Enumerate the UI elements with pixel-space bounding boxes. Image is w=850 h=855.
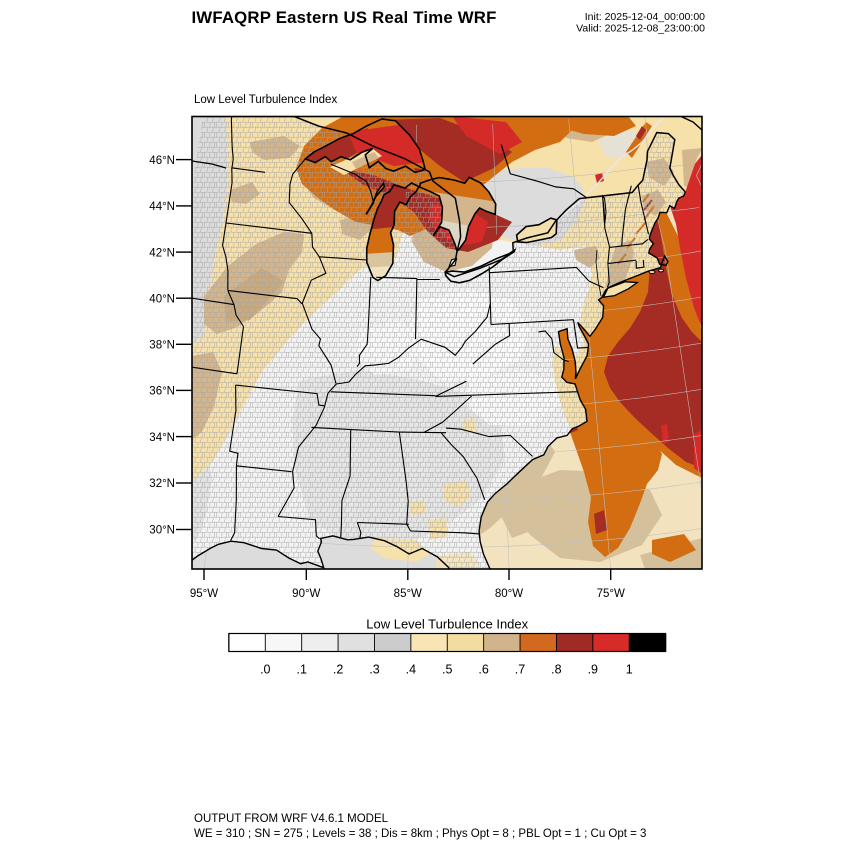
svg-text:80°W: 80°W: [495, 588, 523, 600]
svg-text:75°W: 75°W: [597, 588, 625, 600]
svg-text:32°N: 32°N: [149, 478, 175, 490]
svg-text:.5: .5: [442, 663, 452, 677]
svg-text:OUTPUT FROM WRF V4.6.1 MODEL: OUTPUT FROM WRF V4.6.1 MODEL: [194, 813, 389, 825]
svg-text:34°N: 34°N: [149, 432, 175, 444]
svg-text:.4: .4: [406, 663, 416, 677]
svg-text:Valid: 2025-12-08_23:00:00: Valid: 2025-12-08_23:00:00: [576, 23, 705, 35]
svg-text:.0: .0: [260, 663, 270, 677]
svg-text:46°N: 46°N: [149, 155, 175, 167]
svg-text:90°W: 90°W: [292, 588, 320, 600]
svg-text:30°N: 30°N: [149, 525, 175, 537]
svg-text:95°W: 95°W: [190, 588, 218, 600]
svg-text:.8: .8: [551, 663, 561, 677]
svg-text:44°N: 44°N: [149, 201, 175, 213]
svg-text:WE = 310 ; SN = 275 ; Levels =: WE = 310 ; SN = 275 ; Levels = 38 ; Dis …: [194, 828, 646, 840]
svg-text:Init: 2025-12-04_00:00:00: Init: 2025-12-04_00:00:00: [585, 11, 705, 23]
svg-text:.7: .7: [515, 663, 525, 677]
svg-text:.9: .9: [588, 663, 598, 677]
svg-text:.2: .2: [333, 663, 343, 677]
svg-text:40°N: 40°N: [149, 293, 175, 305]
svg-text:85°W: 85°W: [394, 588, 422, 600]
svg-text:Low Level Turbulence Index: Low Level Turbulence Index: [194, 94, 337, 106]
svg-text:IWFAQRP Eastern US Real Time W: IWFAQRP Eastern US Real Time WRF: [191, 8, 496, 27]
svg-text:.3: .3: [369, 663, 379, 677]
svg-text:.6: .6: [478, 663, 488, 677]
svg-text:.1: .1: [296, 663, 306, 677]
svg-text:1: 1: [626, 663, 633, 677]
svg-text:Low Level Turbulence Index: Low Level Turbulence Index: [366, 617, 528, 632]
svg-text:42°N: 42°N: [149, 247, 175, 259]
svg-text:38°N: 38°N: [149, 340, 175, 352]
svg-text:36°N: 36°N: [149, 386, 175, 398]
